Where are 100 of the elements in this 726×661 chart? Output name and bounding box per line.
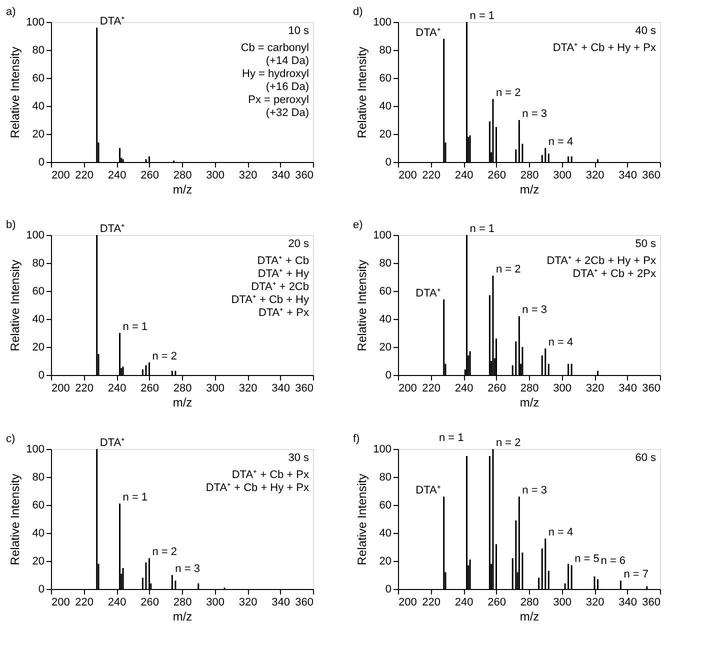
x-tick-label: 280 [520,382,539,394]
y-axis-title: Relative Intensity [355,46,370,138]
x-axis-title: m/z [172,610,192,624]
x-tick-label: 220 [422,170,440,182]
y-tick-label: 20 [379,128,392,140]
x-tick-label: 240 [108,170,126,182]
x-axis-title: m/z [172,182,192,196]
x-tick-label: 220 [75,170,94,182]
y-tick-label: 40 [32,528,44,540]
x-tick-label: 340 [272,596,290,608]
x-tick-label: 260 [488,382,506,394]
x-tick-label: 200 [52,382,70,394]
x-tick-label: 220 [75,596,94,608]
y-tick-label: 20 [32,128,44,140]
annotation: n = 3 [522,484,547,497]
chart-title: b) [6,219,16,231]
annotation: n = 1 [470,10,495,22]
y-tick-label: 80 [32,44,44,56]
annotation: n = 1 [470,223,495,235]
y-tick-label: 20 [32,556,44,568]
annotation: DTA⁺ + Cb + Px [232,469,310,481]
x-tick-label: 240 [108,596,126,608]
y-tick-label: 100 [26,230,44,242]
y-tick-label: 40 [32,100,44,112]
y-tick-label: 100 [373,444,392,456]
x-tick-label: 300 [553,170,572,182]
chart-title: f) [353,433,360,445]
x-tick-label: 320 [586,596,604,608]
chart-title: c) [6,433,16,445]
y-tick-label: 80 [32,472,44,484]
x-tick-label: 220 [422,596,440,608]
y-tick-label: 20 [379,342,392,354]
annotation: n = 5 [574,553,600,566]
x-tick-label: 360 [642,170,660,182]
annotation: n = 3 [522,108,547,120]
x-tick-label: 280 [173,170,192,182]
x-tick-label: 280 [173,596,192,608]
y-tick-label: 0 [38,584,44,596]
annotation: (+32 Da) [266,107,309,119]
annotation: Px = peroxyl [248,94,309,106]
x-tick-label: 260 [488,170,506,182]
x-axis-title: m/z [520,182,540,196]
x-tick-label: 300 [206,382,224,394]
x-tick-label: 220 [75,382,94,394]
y-tick-label: 80 [32,258,44,270]
annotation: DTA⁺ + Cb + 2Px [572,268,656,280]
x-tick-label: 300 [553,596,572,608]
annotation: n = 7 [624,568,648,581]
y-tick-label: 0 [385,156,392,168]
x-tick-label: 240 [454,596,474,608]
x-tick-label: 300 [206,596,224,608]
x-tick-label: 240 [454,382,474,394]
x-tick-label: 200 [52,596,70,608]
annotation: DTA⁺ + 2Cb [251,281,309,293]
y-tick-label: 80 [379,44,392,56]
annotation: n = 4 [548,136,574,148]
y-axis-title: Relative Intensity [8,474,22,566]
x-tick-label: 320 [238,170,258,182]
y-tick-label: 100 [373,16,392,28]
x-tick-label: 200 [398,170,417,182]
chart-title: a) [6,6,16,18]
y-axis-title: Relative Intensity [8,46,22,138]
x-tick-label: 260 [140,382,159,394]
y-tick-label: 60 [379,500,392,512]
annotation: DTA⁺ [416,484,441,497]
y-tick-label: 40 [32,314,44,326]
x-tick-label: 260 [140,596,159,608]
y-tick-label: 60 [379,72,392,84]
y-tick-label: 60 [379,286,392,298]
x-tick-label: 260 [140,170,159,182]
annotation: DTA⁺ [100,223,126,235]
annotation: DTA⁺ [416,287,441,300]
y-axis-title: Relative Intensity [355,474,370,566]
annotation: n = 2 [496,264,521,276]
chart-subtitle: 20 s [288,238,310,250]
y-axis-title: Relative Intensity [355,260,370,352]
y-tick-label: 0 [385,370,392,382]
annotation: DTA⁺ [416,26,441,39]
x-tick-label: 340 [618,170,637,182]
x-tick-label: 200 [398,382,417,394]
annotation: DTA⁺ [100,437,126,449]
x-tick-label: 340 [618,382,637,394]
x-tick-label: 260 [488,596,506,608]
annotation: n = 6 [600,555,626,568]
annotation: n = 1 [122,492,148,504]
x-axis-title: m/z [172,396,192,410]
x-tick-label: 320 [586,382,604,394]
chart-subtitle: 50 s [635,238,656,250]
y-axis-title: Relative Intensity [8,260,22,352]
y-tick-label: 80 [379,258,392,270]
x-tick-label: 320 [586,170,604,182]
y-tick-label: 20 [32,342,44,354]
annotation: DTA⁺ + 2Cb + Hy + Px [546,255,656,267]
chart-subtitle: 40 s [635,25,656,37]
y-tick-label: 100 [26,16,44,28]
x-tick-label: 360 [295,382,314,394]
annotation: n = 3 [522,304,547,316]
y-tick-label: 60 [32,286,44,298]
y-tick-label: 0 [38,370,44,382]
x-tick-label: 360 [642,382,660,394]
